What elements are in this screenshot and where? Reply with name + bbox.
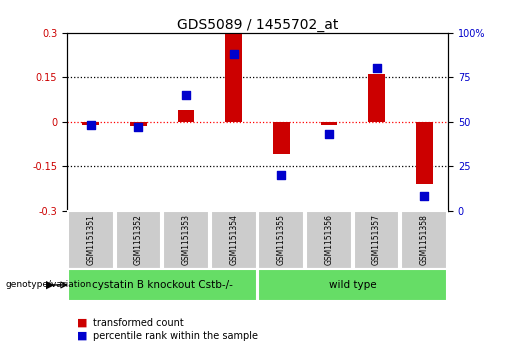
Point (134, 124, 143, 130)
Text: GSM1151358: GSM1151358 (420, 214, 428, 265)
Text: GSM1151356: GSM1151356 (324, 214, 333, 265)
Text: ▶: ▶ (45, 280, 54, 290)
Point (277, 172, 285, 178)
Title: GDS5089 / 1455702_at: GDS5089 / 1455702_at (177, 18, 338, 32)
Bar (68, 211, 114, 269)
Text: genotype/variation: genotype/variation (5, 281, 91, 289)
Bar (130, 122, 147, 126)
Point (372, 65, 381, 71)
Text: wild type: wild type (329, 280, 376, 290)
Point (182, 92, 190, 98)
Bar (416, 122, 433, 184)
Text: ■: ■ (77, 318, 88, 328)
Text: transformed count: transformed count (93, 318, 183, 328)
Bar (178, 110, 194, 122)
Text: GSM1151355: GSM1151355 (277, 214, 286, 265)
Bar (401, 211, 447, 269)
Bar (82, 122, 99, 125)
Bar (259, 269, 447, 301)
Point (325, 131, 333, 137)
Text: GSM1151357: GSM1151357 (372, 214, 381, 265)
Bar (226, 34, 242, 122)
Bar (211, 211, 256, 269)
Point (420, 193, 428, 199)
Bar (354, 211, 400, 269)
Text: GSM1151352: GSM1151352 (134, 214, 143, 265)
Bar (259, 211, 304, 269)
Bar (321, 122, 337, 125)
Text: cystatin B knockout Cstb-/-: cystatin B knockout Cstb-/- (92, 280, 233, 290)
Bar (368, 74, 385, 122)
Bar (163, 211, 209, 269)
Text: GSM1151351: GSM1151351 (87, 214, 95, 265)
Bar (115, 211, 161, 269)
Bar (306, 211, 352, 269)
Text: ■: ■ (77, 331, 88, 341)
Text: GSM1151354: GSM1151354 (229, 214, 238, 265)
Text: percentile rank within the sample: percentile rank within the sample (93, 331, 258, 341)
Point (87, 122, 95, 128)
Text: GSM1151353: GSM1151353 (182, 214, 191, 265)
Bar (68, 269, 256, 301)
Bar (273, 122, 289, 154)
Point (230, 51, 238, 57)
